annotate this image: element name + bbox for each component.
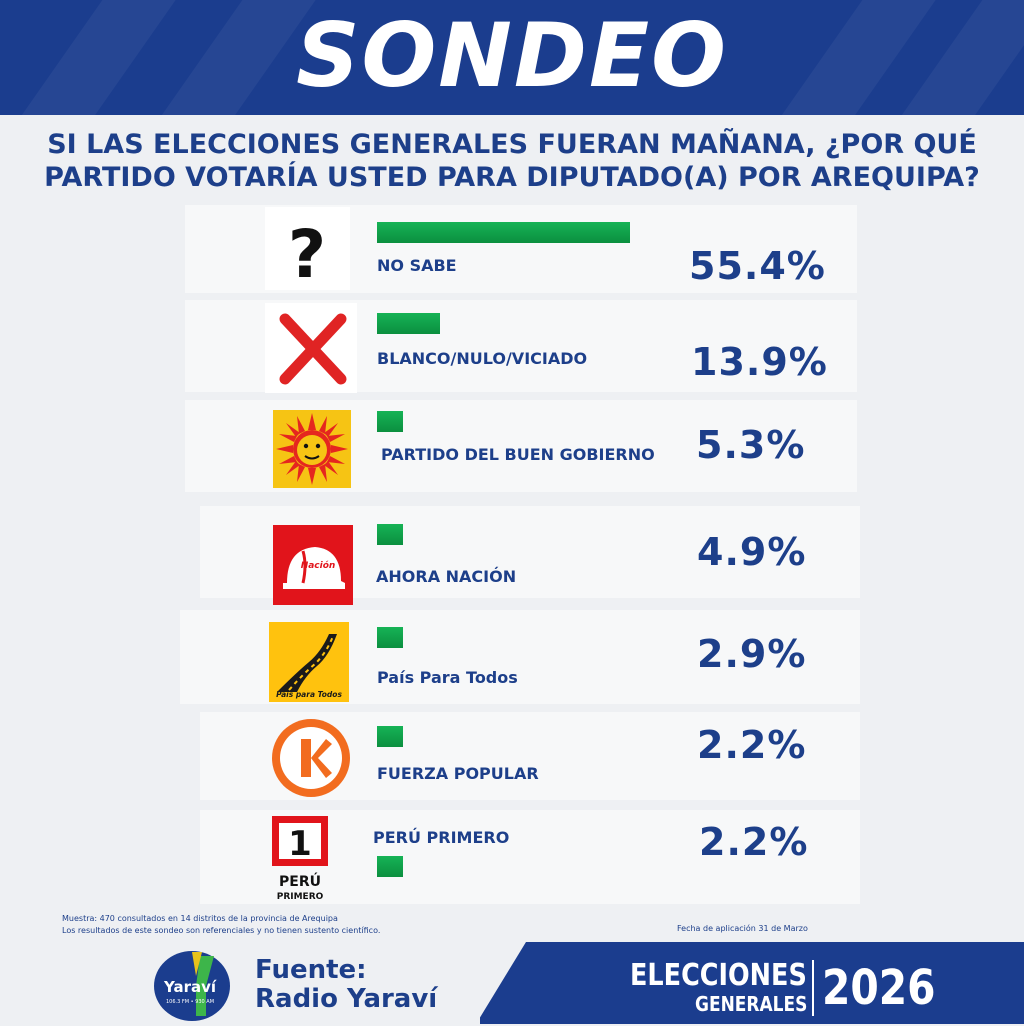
white-helmet-logo: Nación [273,525,353,605]
value-label: 2.2% [699,820,809,864]
question-line-2: PARTIDO VOTARÍA USTED PARA DIPUTADO(A) P… [44,162,980,193]
category-label: PERÚ PRIMERO [373,828,510,847]
elections-text-2: GENERALES [695,992,808,1016]
disclaimer-note: Los resultados de este sondeo son refere… [62,926,381,935]
application-date: Fecha de aplicación 31 de Marzo [677,924,808,933]
value-label: 2.2% [697,723,807,767]
k-circle-logo [270,717,352,799]
bar-partido-del-buen-gobierno [377,411,403,432]
bar-peru-primero [377,856,403,877]
helmet-logo-text: Nación [301,560,336,571]
value-label: 4.9% [697,530,807,574]
bar-fuerza-popular [377,726,403,747]
sample-note: Muestra: 470 consultados en 14 distritos… [62,914,338,923]
svg-text:?: ? [288,216,326,290]
bar-ahora-nacion [377,524,403,545]
category-label: País Para Todos [377,668,518,687]
category-label: AHORA NACIÓN [376,567,517,586]
value-label: 55.4% [689,244,826,288]
bar-blanco-nulo-viciado [377,313,440,334]
value-label: 5.3% [696,423,806,467]
peru-primero-text-1: PERÚ [279,872,321,890]
road-logo: País para Todos [269,622,349,702]
bar-no-sabe [377,222,630,243]
red-cross-icon [265,303,357,393]
poll-question: SI LAS ELECCIONES GENERALES FUERAN MAÑAN… [20,128,1004,194]
yaravi-logo: Yaraví 106.3 FM • 930 AM [152,946,236,1022]
question-mark-icon: ? [265,207,350,293]
peru-primero-logo: 1 PERÚ PRIMERO [268,814,332,904]
elections-divider [812,960,814,1016]
bar-pais-para-todos [377,627,403,648]
category-label: PARTIDO DEL BUEN GOBIERNO [381,445,655,464]
page-title: SONDEO [296,4,728,107]
yaravi-logo-freq: 106.3 FM • 930 AM [166,999,214,1005]
elections-text-1: ELECCIONES [630,958,807,993]
sun-face-logo [273,410,351,488]
source-title: Fuente: [255,955,367,985]
value-label: 13.9% [691,340,828,384]
footnote: Muestra: 470 consultados en 14 distritos… [62,913,380,937]
source-name: Radio Yaraví [255,984,438,1014]
peru-primero-number: 1 [288,824,312,864]
yaravi-logo-text: Yaraví [163,978,217,996]
band-wedge [476,942,526,1024]
elections-year: 2026 [822,960,936,1016]
category-label: NO SABE [377,256,457,275]
elections-band [480,942,1024,1024]
question-line-1: SI LAS ELECCIONES GENERALES FUERAN MAÑAN… [47,129,977,160]
header-banner: SONDEO [0,0,1024,115]
peru-primero-text-2: PRIMERO [277,892,324,902]
value-label: 2.9% [697,632,807,676]
category-label: BLANCO/NULO/VICIADO [377,349,588,368]
road-logo-text: País para Todos [276,690,342,699]
category-label: FUERZA POPULAR [377,764,539,783]
